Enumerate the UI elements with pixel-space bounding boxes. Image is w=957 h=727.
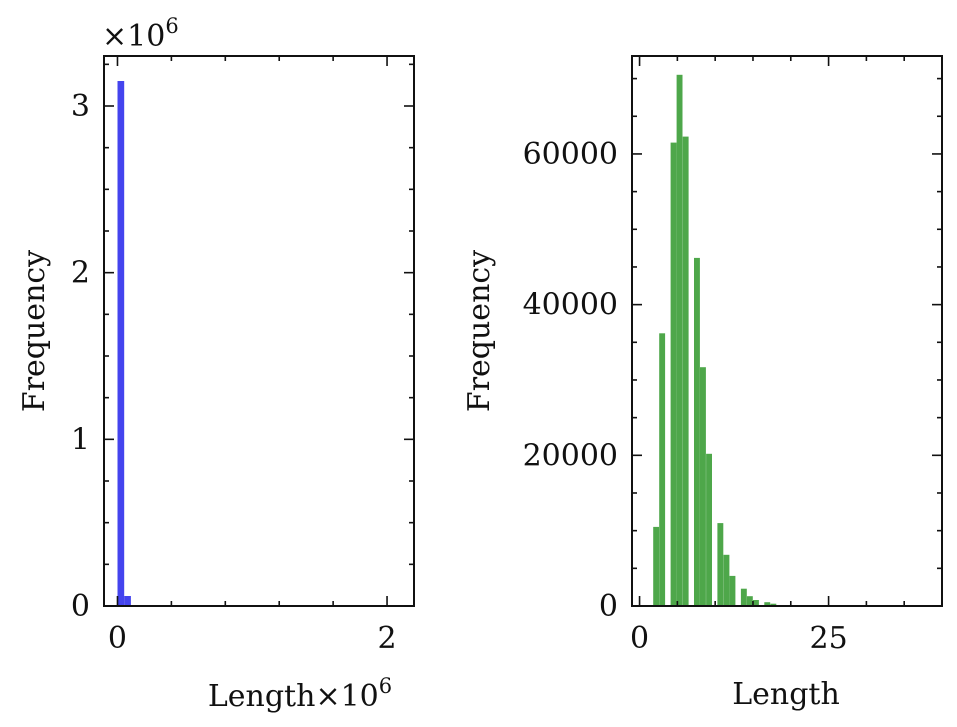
- right-histogram-bar: [659, 333, 666, 606]
- right-histogram-panel: 0 20000 40000 60000 0 25 Frequency Length: [462, 55, 943, 712]
- right-histogram-bar: [653, 526, 660, 606]
- right-histogram-bar: [770, 603, 777, 606]
- right-y-tick-label: 40000: [523, 288, 618, 323]
- left-x-tick-label: 0: [108, 621, 127, 656]
- right-histogram-bar: [764, 602, 771, 606]
- right-y-tick-label: 0: [599, 589, 618, 624]
- left-histogram-panel: 0 1 2 3 0 2 ×106 Frequency Length×106: [17, 14, 415, 714]
- left-x-tick-label: 2: [377, 621, 396, 656]
- right-histogram-bar: [723, 554, 730, 606]
- right-histogram-bar: [676, 74, 683, 607]
- right-histogram-bars: [653, 74, 777, 607]
- right-y-tick-label: 20000: [523, 438, 618, 473]
- right-y-axis-label: Frequency: [462, 250, 497, 412]
- right-x-tick-label: 25: [809, 621, 847, 656]
- right-plot-frame: [631, 55, 943, 607]
- left-y-offset-text: ×106: [102, 14, 179, 54]
- right-histogram-bar: [753, 600, 759, 606]
- left-histogram-bars: [117, 81, 131, 606]
- left-plot-frame: [103, 55, 415, 607]
- right-histogram-bar: [717, 523, 724, 606]
- left-x-axis-label: Length×106: [208, 674, 392, 714]
- right-histogram-bar: [740, 588, 747, 606]
- left-y-tick-label: 1: [71, 422, 90, 457]
- right-histogram-bar: [746, 596, 753, 606]
- right-histogram-bar: [670, 142, 677, 606]
- right-histogram-bar: [682, 136, 689, 606]
- right-histogram-bar: [729, 575, 736, 606]
- left-histogram-bar: [117, 81, 125, 606]
- right-x-axis-label: Length: [732, 677, 840, 712]
- left-histogram-bar: [124, 596, 131, 606]
- right-histogram-bar: [694, 257, 700, 606]
- left-y-tick-label: 0: [71, 589, 90, 624]
- right-histogram-bar: [706, 453, 712, 606]
- left-axis-ticks: 0 1 2 3 0 2: [71, 56, 414, 656]
- right-histogram-bar: [700, 367, 706, 606]
- right-x-tick-label: 0: [630, 621, 649, 656]
- right-axis-ticks: 0 20000 40000 60000 0 25: [523, 56, 943, 656]
- right-y-tick-label: 60000: [523, 137, 618, 172]
- left-y-tick-label: 2: [71, 256, 90, 291]
- left-y-axis-label: Frequency: [17, 250, 52, 412]
- left-y-tick-label: 3: [71, 89, 90, 124]
